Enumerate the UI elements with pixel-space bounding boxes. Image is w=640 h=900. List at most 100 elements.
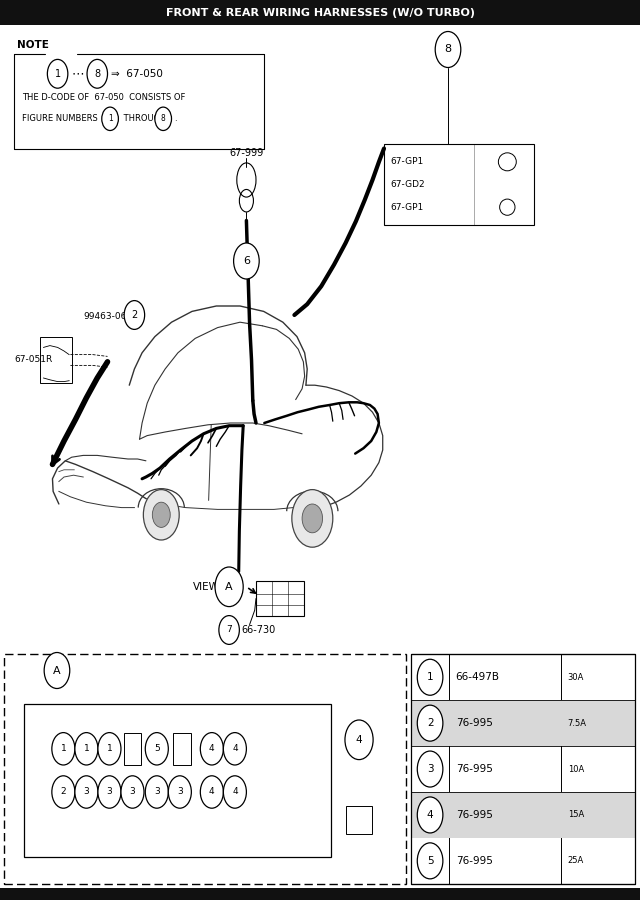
Circle shape (44, 652, 70, 688)
Circle shape (98, 776, 121, 808)
Text: 3: 3 (130, 788, 135, 796)
Text: 1: 1 (427, 672, 433, 682)
Text: 66-730: 66-730 (241, 625, 276, 635)
Text: 8: 8 (444, 44, 452, 55)
Text: FRONT & REAR WIRING HARNESSES (W/O TURBO): FRONT & REAR WIRING HARNESSES (W/O TURBO… (166, 7, 474, 18)
Circle shape (417, 706, 443, 742)
Text: 30A: 30A (568, 673, 584, 682)
Circle shape (155, 107, 172, 130)
Circle shape (52, 776, 75, 808)
Text: 67-GP1: 67-GP1 (390, 158, 424, 166)
Text: 1: 1 (108, 114, 113, 123)
Text: 67-GD2: 67-GD2 (390, 180, 425, 189)
Bar (0, 888, 640, 900)
Circle shape (302, 504, 323, 533)
Text: 4: 4 (232, 744, 237, 753)
Text: 8: 8 (161, 114, 166, 123)
Text: 1: 1 (107, 744, 112, 753)
Text: 4: 4 (209, 788, 214, 796)
Bar (346, 806, 372, 834)
Text: 6: 6 (243, 256, 250, 266)
Text: 4: 4 (232, 788, 237, 796)
Text: VIEW: VIEW (193, 581, 220, 592)
Text: 1: 1 (54, 68, 61, 79)
Circle shape (219, 616, 239, 644)
Text: 15A: 15A (568, 810, 584, 819)
Text: 25A: 25A (568, 857, 584, 866)
Text: NOTE: NOTE (17, 40, 49, 50)
Circle shape (87, 59, 108, 88)
Bar (173, 733, 191, 765)
Circle shape (47, 59, 68, 88)
Circle shape (145, 733, 168, 765)
Text: 4: 4 (427, 810, 433, 820)
Circle shape (121, 776, 144, 808)
Text: 1: 1 (61, 744, 66, 753)
Circle shape (75, 733, 98, 765)
Text: 3: 3 (427, 764, 433, 774)
Circle shape (417, 797, 443, 833)
Bar (384, 144, 534, 225)
Text: 3: 3 (107, 788, 112, 796)
Text: ⋯: ⋯ (72, 68, 84, 80)
Text: 1: 1 (84, 744, 89, 753)
Circle shape (345, 720, 373, 760)
Circle shape (168, 776, 191, 808)
Text: 3: 3 (84, 788, 89, 796)
Circle shape (200, 733, 223, 765)
Text: VIEW: VIEW (16, 665, 43, 676)
Circle shape (292, 490, 333, 547)
Bar (0, 0, 640, 25)
Circle shape (200, 776, 223, 808)
Text: 4: 4 (356, 734, 362, 745)
Circle shape (52, 733, 75, 765)
Text: 4: 4 (209, 744, 214, 753)
Text: 3: 3 (154, 788, 159, 796)
Text: 7.5A: 7.5A (568, 718, 587, 727)
Circle shape (124, 301, 145, 329)
Circle shape (145, 776, 168, 808)
Circle shape (435, 32, 461, 68)
Text: 2: 2 (427, 718, 433, 728)
Bar (40, 337, 72, 383)
Text: 2: 2 (131, 310, 138, 320)
Text: 5: 5 (427, 856, 433, 866)
Text: 99463-0620: 99463-0620 (83, 312, 138, 321)
Circle shape (417, 842, 443, 878)
Text: 2: 2 (61, 788, 66, 796)
Circle shape (152, 502, 170, 527)
Text: 5: 5 (154, 744, 159, 753)
Text: A: A (225, 581, 233, 592)
Circle shape (223, 776, 246, 808)
Circle shape (215, 567, 243, 607)
Bar (24, 704, 331, 857)
Text: THROUGH: THROUGH (121, 114, 169, 123)
Text: FIGURE NUMBERS: FIGURE NUMBERS (22, 114, 100, 123)
Bar (411, 792, 635, 838)
Bar (4, 654, 406, 884)
Circle shape (75, 776, 98, 808)
Text: 76-995: 76-995 (456, 718, 493, 728)
Text: ⇒  67-050: ⇒ 67-050 (111, 68, 163, 79)
Circle shape (234, 243, 259, 279)
Text: 76-995: 76-995 (456, 856, 493, 866)
Bar (411, 654, 635, 884)
Text: 67-GP1: 67-GP1 (390, 202, 424, 211)
Text: 3: 3 (177, 788, 182, 796)
Bar (256, 581, 304, 616)
Circle shape (417, 751, 443, 787)
Bar (411, 700, 635, 746)
Text: A: A (53, 665, 61, 676)
Text: THE D-CODE OF  67-050  CONSISTS OF: THE D-CODE OF 67-050 CONSISTS OF (22, 93, 185, 102)
Text: .: . (174, 114, 177, 123)
Text: 66-497B: 66-497B (456, 672, 500, 682)
Text: 67-999: 67-999 (229, 148, 264, 157)
Circle shape (223, 733, 246, 765)
Circle shape (143, 490, 179, 540)
Circle shape (98, 733, 121, 765)
Circle shape (417, 659, 443, 695)
Bar (124, 733, 141, 765)
Circle shape (102, 107, 118, 130)
Text: 76-995: 76-995 (456, 810, 493, 820)
Text: 67-051R: 67-051R (14, 356, 52, 364)
